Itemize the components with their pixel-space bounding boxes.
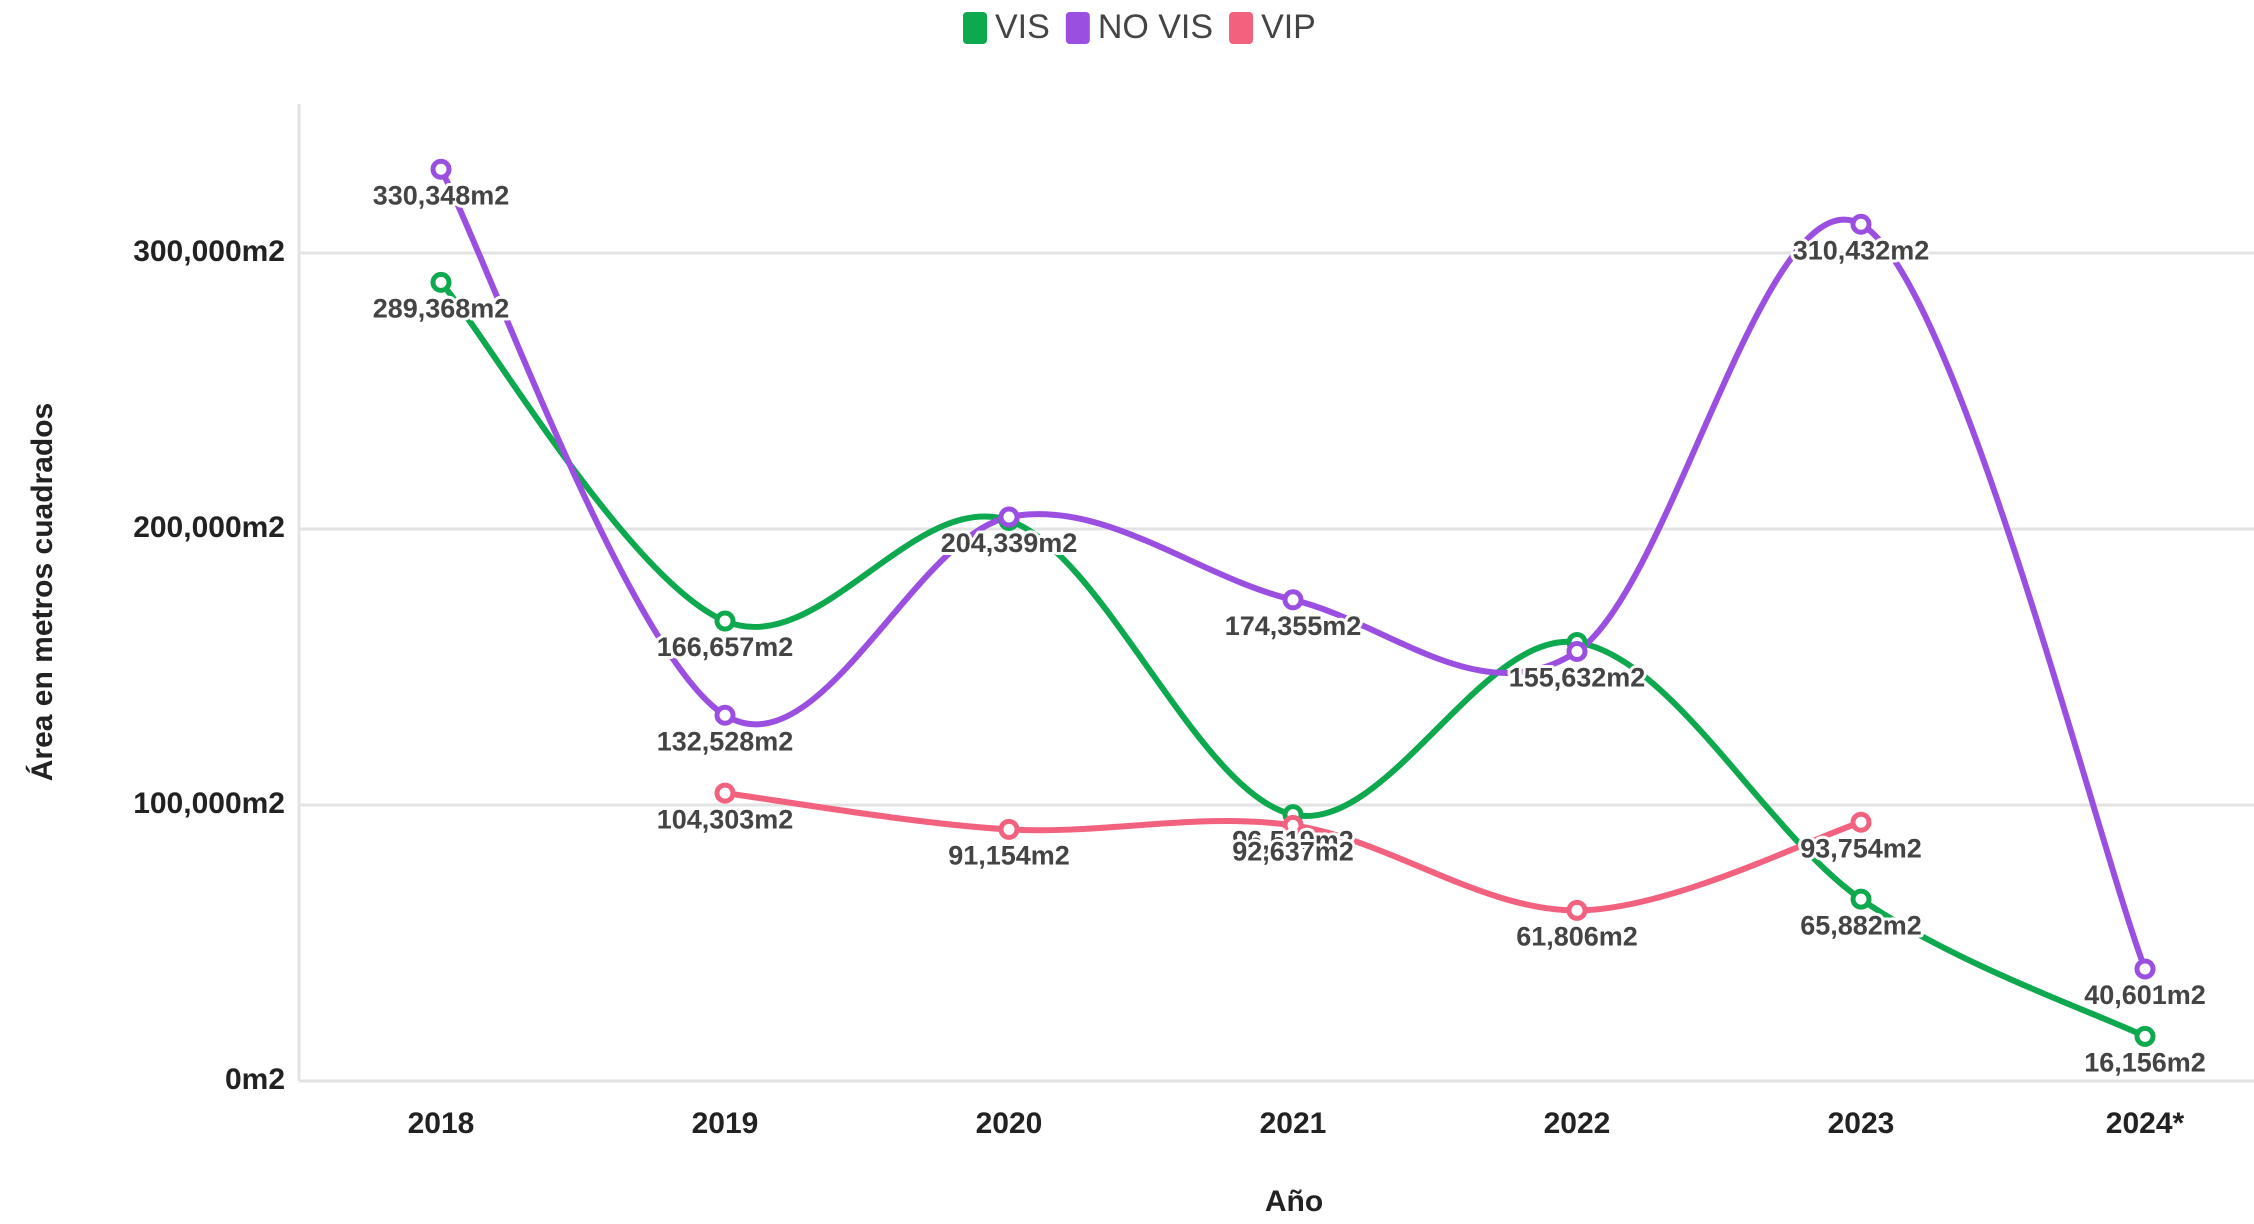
markers bbox=[430, 158, 2156, 1047]
marker bbox=[1282, 814, 1304, 836]
line bbox=[438, 167, 2148, 971]
data-label: 310,432m2 bbox=[1793, 235, 1930, 265]
x-tick-label: 2024* bbox=[2106, 1107, 2185, 1140]
data-label: 174,355m2 bbox=[1225, 611, 1362, 641]
legend-swatch bbox=[1065, 12, 1090, 44]
data-label: 330,348m2 bbox=[373, 180, 510, 210]
marker bbox=[998, 506, 1020, 528]
data-label: 16,156m2 bbox=[2084, 1048, 2206, 1078]
data-label: 92,637m2 bbox=[1232, 836, 1354, 866]
y-tick-label: 200,000m2 bbox=[133, 511, 285, 544]
marker bbox=[714, 610, 736, 632]
marker bbox=[998, 818, 1020, 840]
data-label: 40,601m2 bbox=[2084, 980, 2206, 1010]
y-tick-label: 100,000m2 bbox=[133, 787, 285, 820]
data-label: 65,882m2 bbox=[1800, 910, 1922, 940]
data-label: 166,657m2 bbox=[657, 632, 794, 662]
marker bbox=[1850, 213, 1872, 235]
y-axis-title: Área en metros cuadrados bbox=[25, 403, 59, 781]
data-label: 132,528m2 bbox=[657, 726, 794, 756]
y-tick-label: 300,000m2 bbox=[133, 235, 285, 268]
legend-label: VIS bbox=[995, 8, 1050, 46]
marker bbox=[1850, 811, 1872, 833]
marker bbox=[714, 704, 736, 726]
data-label: 61,806m2 bbox=[1516, 922, 1638, 952]
x-tick-label: 2019 bbox=[692, 1107, 759, 1140]
data-labels: 289,368m2 166,657m2 96,519m2 65,882m2 16,156… bbox=[370, 177, 2209, 1080]
y-tick-label: 0m2 bbox=[225, 1063, 285, 1096]
marker bbox=[2134, 1025, 2156, 1047]
grid bbox=[299, 251, 2254, 1083]
legend-swatch bbox=[1229, 12, 1254, 44]
x-tick-label: 2018 bbox=[408, 1107, 475, 1140]
x-tick-label: 2021 bbox=[1260, 1107, 1327, 1140]
x-tick-label: 2023 bbox=[1828, 1107, 1895, 1140]
data-label: 204,339m2 bbox=[941, 528, 1078, 558]
data-label: 96,519m2 bbox=[1232, 826, 1354, 856]
data-label: 289,368m2 bbox=[373, 294, 510, 324]
legend-swatch bbox=[963, 12, 987, 44]
data-label: 104,303m2 bbox=[657, 804, 794, 834]
x-tick-label: 2022 bbox=[1544, 1107, 1611, 1140]
data-label: 91,154m2 bbox=[948, 841, 1070, 871]
marker bbox=[1282, 589, 1304, 611]
marker bbox=[430, 271, 452, 293]
marker bbox=[714, 782, 736, 804]
legend: VIS NO VIS VIP bbox=[963, 8, 1316, 46]
legend-label: VIP bbox=[1261, 8, 1316, 46]
marker bbox=[2134, 958, 2156, 980]
data-label: 93,754m2 bbox=[1800, 833, 1922, 863]
marker bbox=[1566, 899, 1588, 921]
data-label: 155,632m2 bbox=[1509, 663, 1646, 693]
marker bbox=[430, 158, 452, 180]
marker bbox=[1850, 888, 1872, 910]
x-axis-title: Año bbox=[1265, 1185, 1323, 1218]
marker bbox=[1566, 640, 1588, 662]
legend-label: NO VIS bbox=[1098, 8, 1213, 46]
x-tick-label: 2020 bbox=[976, 1107, 1043, 1140]
